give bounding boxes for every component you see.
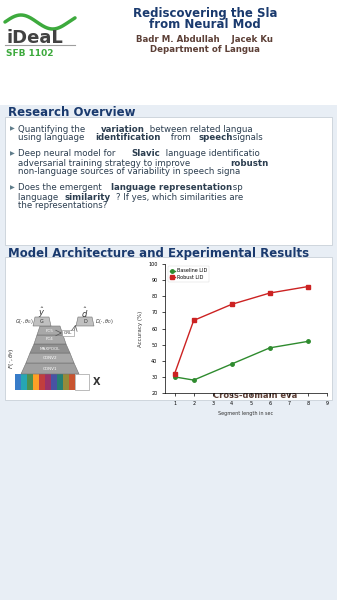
Bar (45, 374, 51, 390)
Text: language identificatio: language identificatio (163, 149, 259, 158)
Bar (15, 374, 21, 390)
Robust LID (192, 317, 196, 324)
Text: from Neural Mod: from Neural Mod (149, 19, 261, 31)
Bar (21, 374, 27, 390)
Text: MAXPOOL: MAXPOOL (40, 346, 60, 350)
Bar (0, 0, 337, 105)
Text: SFB 1102: SFB 1102 (6, 49, 54, 58)
Text: $F(\cdot,\theta_F)$: $F(\cdot,\theta_F)$ (7, 347, 17, 369)
Text: language: language (18, 193, 61, 202)
Text: non-language sources of variability in speech signa: non-language sources of variability in s… (18, 167, 240, 176)
Text: Cross-domain eva: Cross-domain eva (213, 391, 297, 400)
Text: sp: sp (230, 184, 243, 193)
Bar (27, 374, 33, 390)
Polygon shape (37, 326, 63, 335)
Text: similarity: similarity (64, 193, 111, 202)
Text: CONV2: CONV2 (43, 356, 57, 360)
Text: identification: identification (95, 133, 161, 142)
Bar (5, 117, 332, 245)
Text: Rediscovering the Sla: Rediscovering the Sla (133, 7, 277, 19)
Text: CONV1: CONV1 (43, 367, 57, 370)
X-axis label: Segment length in sec: Segment length in sec (218, 411, 274, 416)
Text: language representation: language representation (111, 184, 232, 193)
Baseline LID (230, 361, 234, 368)
Text: Does the emergent: Does the emergent (18, 184, 104, 193)
Text: speech: speech (199, 133, 233, 142)
Robust LID (230, 301, 234, 308)
Text: using language: using language (18, 133, 87, 142)
Text: D: D (83, 319, 87, 324)
Polygon shape (21, 363, 79, 374)
Robust LID (268, 289, 272, 296)
Text: iDeaL: iDeaL (6, 29, 63, 47)
Text: ▶: ▶ (10, 127, 15, 131)
Text: between related langua: between related langua (147, 124, 253, 133)
Text: Deep neural model for: Deep neural model for (18, 149, 118, 158)
Text: ▶: ▶ (10, 185, 15, 191)
Text: X: X (93, 377, 100, 387)
Line: Robust LID: Robust LID (173, 285, 310, 376)
Text: robustn: robustn (230, 158, 268, 167)
Polygon shape (34, 335, 66, 344)
Text: GRL: GRL (64, 331, 72, 335)
Bar (62, 330, 74, 336)
Text: the representations?: the representations? (18, 202, 107, 211)
Text: Model Architecture and Experimental Results: Model Architecture and Experimental Resu… (8, 247, 309, 259)
Line: Baseline LID: Baseline LID (173, 340, 310, 382)
Text: G: G (40, 319, 44, 324)
Text: $G(\cdot,\theta_G)$: $G(\cdot,\theta_G)$ (15, 317, 34, 326)
Text: Department of Langua: Department of Langua (150, 46, 260, 55)
Text: Research Overview: Research Overview (8, 107, 135, 119)
Y-axis label: Accuracy (%): Accuracy (%) (137, 310, 143, 347)
Bar (51, 374, 57, 390)
Baseline LID (306, 338, 310, 345)
Robust LID (173, 370, 177, 377)
Text: $\hat{d}$: $\hat{d}$ (81, 306, 89, 320)
Baseline LID (173, 373, 177, 380)
Text: $D(\cdot,\theta_D)$: $D(\cdot,\theta_D)$ (95, 317, 114, 326)
Bar (57, 374, 63, 390)
Baseline LID (192, 377, 196, 384)
Bar (33, 374, 39, 390)
Text: $\hat{y}$: $\hat{y}$ (38, 306, 45, 320)
Text: FC4: FC4 (46, 337, 54, 341)
Bar (39, 374, 45, 390)
Text: variation: variation (101, 124, 145, 133)
Polygon shape (76, 317, 94, 326)
Text: Quantifying the: Quantifying the (18, 124, 88, 133)
Legend: Baseline LID, Robust LID: Baseline LID, Robust LID (167, 266, 210, 282)
Polygon shape (30, 344, 70, 353)
Text: ? If yes, which similarities are: ? If yes, which similarities are (116, 193, 243, 202)
Text: FC5: FC5 (46, 329, 54, 332)
Polygon shape (26, 353, 74, 363)
Robust LID (306, 283, 310, 290)
Polygon shape (33, 317, 51, 326)
Text: Badr M. Abdullah    Jacek Ku: Badr M. Abdullah Jacek Ku (136, 34, 274, 43)
Text: ▶: ▶ (10, 151, 15, 157)
Text: adversarial training strategy to improve: adversarial training strategy to improve (18, 158, 193, 167)
Bar (69, 374, 75, 390)
Baseline LID (268, 344, 272, 352)
Bar (75, 374, 89, 390)
Bar (63, 374, 69, 390)
Bar (5, 257, 332, 400)
Text: Slavic: Slavic (132, 149, 160, 158)
Text: signals: signals (230, 133, 263, 142)
Text: from: from (168, 133, 193, 142)
